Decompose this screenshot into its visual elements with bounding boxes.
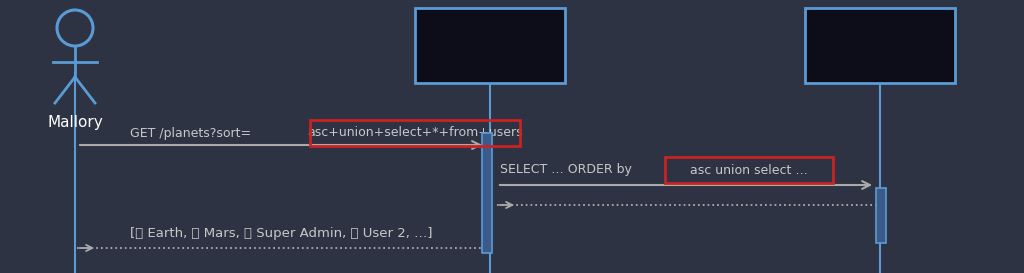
Bar — [482, 133, 492, 253]
Text: Database: Database — [837, 37, 923, 55]
Text: asc union select …: asc union select … — [690, 164, 808, 177]
Circle shape — [57, 10, 93, 46]
Bar — [310, 120, 520, 146]
Text: SELECT … ORDER by: SELECT … ORDER by — [500, 164, 636, 177]
Text: App: App — [472, 37, 508, 55]
Text: GET /planets?sort=: GET /planets?sort= — [130, 126, 251, 140]
Text: [🌎 Earth, 🟡 Mars, 🛄 Super Admin, 💡 User 2, …]: [🌎 Earth, 🟡 Mars, 🛄 Super Admin, 💡 User … — [130, 227, 432, 239]
Bar — [876, 188, 886, 243]
Bar — [665, 157, 833, 183]
Text: asc+union+select+*+from+users: asc+union+select+*+from+users — [307, 126, 523, 140]
Bar — [805, 8, 955, 83]
Text: Mallory: Mallory — [47, 115, 102, 130]
Bar — [415, 8, 565, 83]
